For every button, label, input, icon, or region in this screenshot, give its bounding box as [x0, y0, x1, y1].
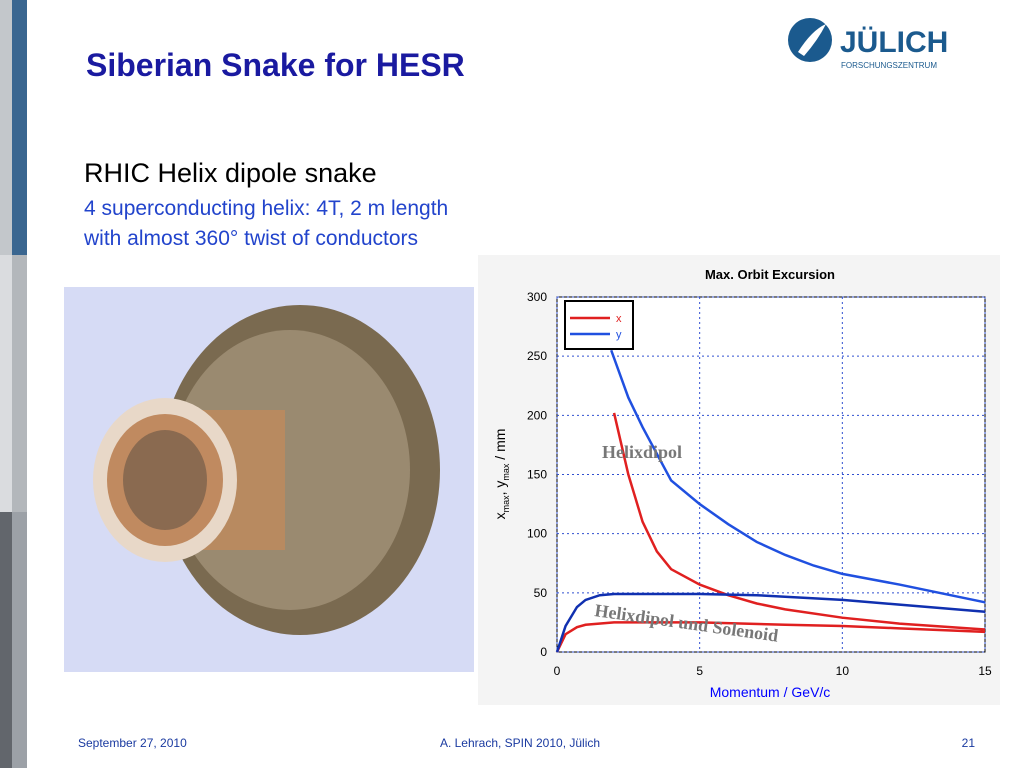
y-label-part: , y — [492, 481, 508, 496]
side-bar — [12, 0, 27, 255]
side-bar — [0, 255, 12, 512]
y-tick-label: 250 — [527, 349, 547, 363]
y-tick-label: 150 — [527, 468, 547, 482]
legend-box — [564, 300, 634, 350]
side-bar — [12, 512, 27, 768]
legend-label: x — [616, 313, 622, 325]
x-tick-label: 0 — [554, 664, 561, 678]
y-label-part: / mm — [492, 429, 508, 464]
side-bar — [0, 512, 12, 768]
footer-page: 21 — [962, 736, 976, 750]
side-bar — [12, 255, 27, 512]
logo-subtext: FORSCHUNGSZENTRUM — [841, 61, 937, 70]
annotation: Helixdipol — [602, 442, 682, 462]
plot-area — [556, 296, 986, 653]
y-label-part: x — [492, 512, 508, 519]
data-line — [555, 592, 986, 653]
legend-label: y — [616, 329, 622, 341]
y-label-part: max — [501, 495, 511, 513]
y-tick-label: 100 — [527, 527, 547, 541]
slide-title: Siberian Snake for HESR — [86, 47, 465, 83]
y-tick-label: 50 — [534, 586, 548, 600]
footer-author: A. Lehrach, SPIN 2010, Jülich — [440, 736, 600, 750]
x-axis-label: Momentum / GeV/c — [710, 684, 831, 700]
heading: RHIC Helix dipole snake — [84, 158, 377, 188]
x-tick-label: 15 — [978, 664, 992, 678]
logo-icon — [798, 24, 826, 56]
x-tick-label: 5 — [696, 664, 703, 678]
logo-text: JÜLICH — [840, 26, 948, 59]
chart: Max. Orbit Excursion Momentum / GeV/c xm… — [478, 255, 1000, 705]
photo — [64, 287, 474, 672]
y-tick-label: 300 — [527, 290, 547, 304]
x-tick-label: 10 — [836, 664, 850, 678]
body-line: 4 superconducting helix: 4T, 2 m length — [84, 197, 448, 220]
y-tick-label: 0 — [540, 645, 547, 659]
data-line — [612, 412, 986, 631]
body-line: with almost 360° twist of conductors — [83, 227, 418, 250]
y-axis-label: xmax, ymax / mm — [492, 429, 511, 520]
y-label-part: max — [501, 463, 511, 481]
side-bar — [0, 0, 12, 255]
footer-date: September 27, 2010 — [78, 736, 187, 750]
data-line — [610, 349, 986, 604]
logo: JÜLICH FORSCHUNGSZENTRUM — [788, 18, 948, 70]
y-tick-label: 200 — [527, 408, 547, 422]
chart-title: Max. Orbit Excursion — [705, 267, 835, 282]
data-line — [555, 621, 986, 653]
magnet-bore — [123, 430, 207, 530]
